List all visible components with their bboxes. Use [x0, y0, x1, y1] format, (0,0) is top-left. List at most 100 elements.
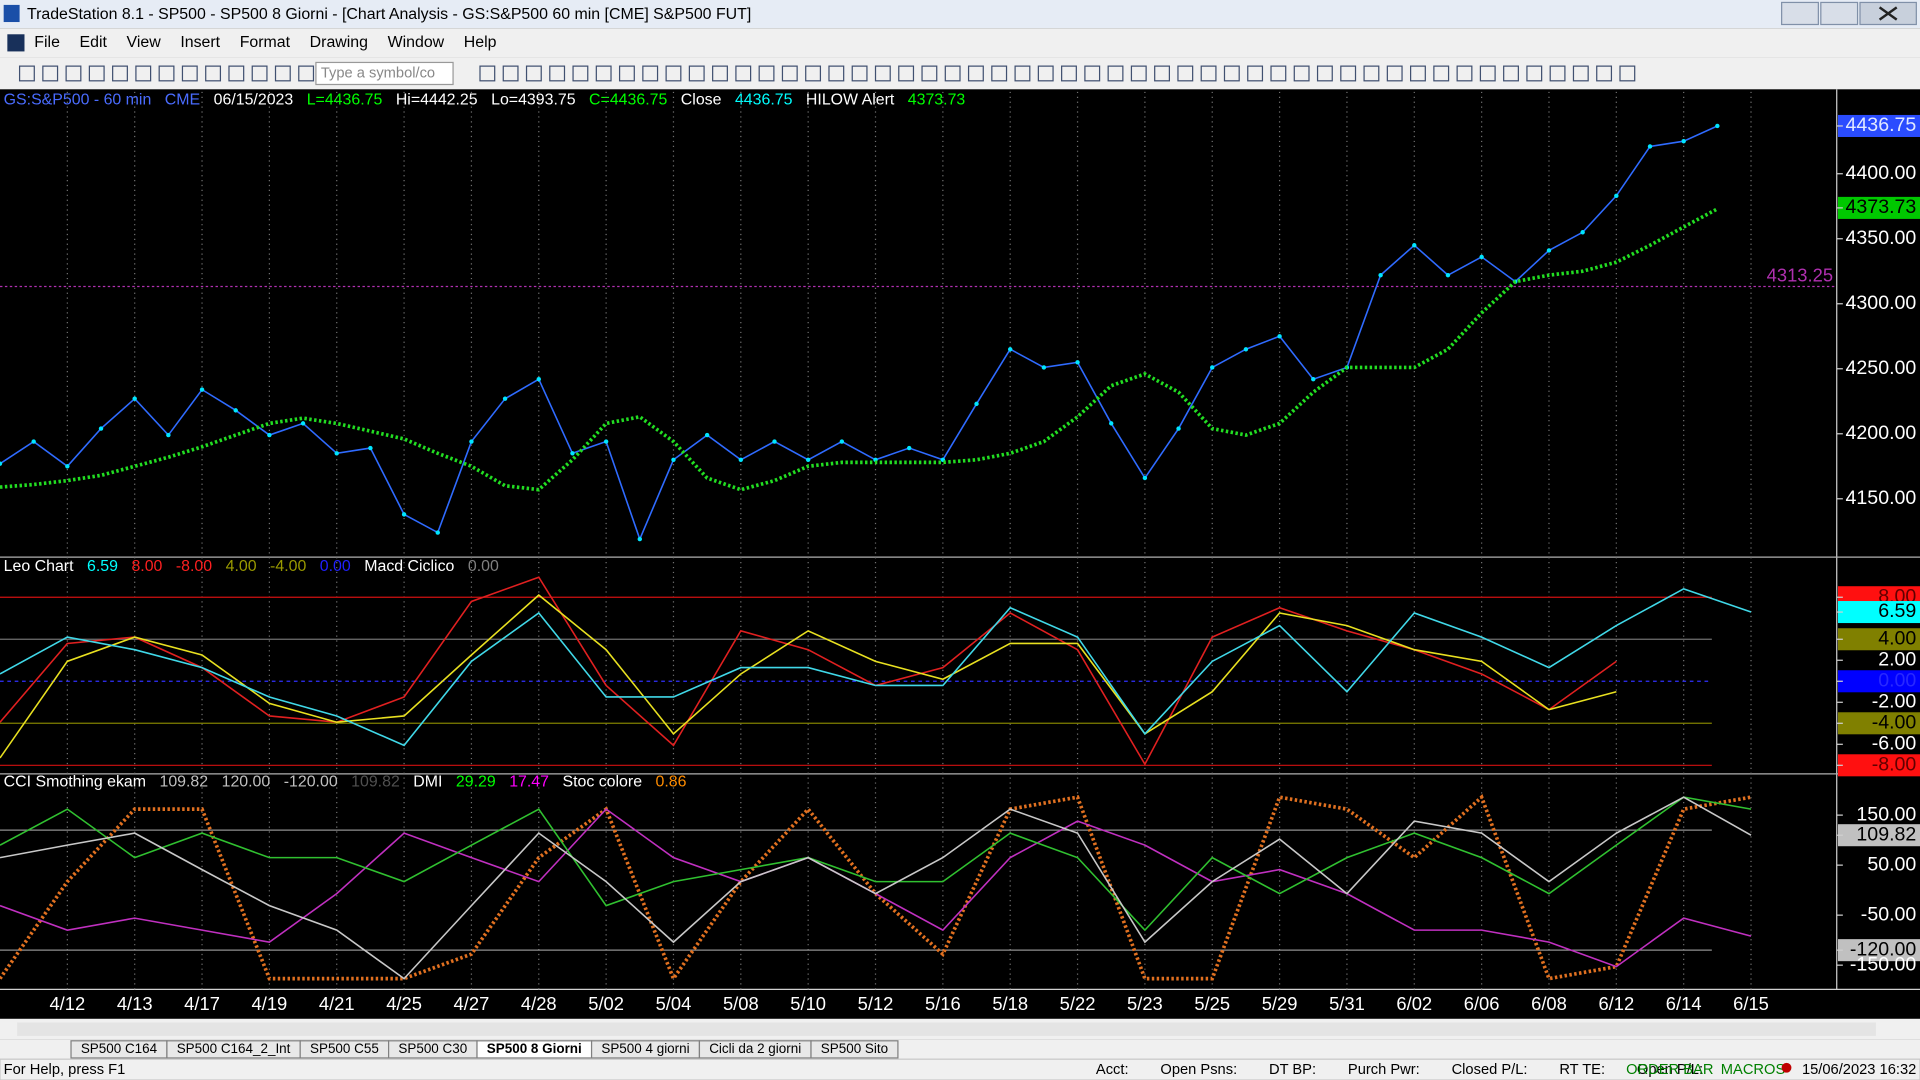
menu-item[interactable]: Format: [240, 34, 291, 51]
title-bar: [0, 0, 1920, 29]
toolbar-icon[interactable]: [618, 65, 635, 82]
toolbar-icon[interactable]: [1456, 65, 1473, 82]
toolbar-icon[interactable]: [479, 65, 496, 82]
maximize-button[interactable]: [1820, 1, 1859, 26]
x-tick-label: 5/23: [1127, 993, 1163, 1014]
toolbar-icon[interactable]: [158, 65, 175, 82]
symbol-input[interactable]: [315, 61, 454, 86]
toolbar-icon[interactable]: [1596, 65, 1613, 82]
toolbar-icon[interactable]: [1037, 65, 1054, 82]
toolbar-icon[interactable]: [1154, 65, 1170, 82]
toolbar-icon[interactable]: [688, 65, 705, 82]
series-point: [334, 451, 339, 456]
toolbar-icon[interactable]: [572, 65, 589, 82]
series-point: [637, 536, 642, 542]
toolbar-icon[interactable]: [1223, 65, 1240, 82]
toolbar-icon[interactable]: [42, 65, 59, 82]
x-tick-label: 5/12: [858, 993, 894, 1014]
toolbar-icon[interactable]: [135, 65, 152, 82]
toolbar-icon[interactable]: [758, 65, 775, 82]
toolbar-icon[interactable]: [944, 65, 961, 82]
toolbar-icon[interactable]: [228, 65, 245, 82]
toolbar-icon[interactable]: [712, 65, 728, 82]
toolbar-icon[interactable]: [1619, 65, 1636, 82]
toolbar-icon[interactable]: [781, 65, 798, 82]
menu-item[interactable]: Insert: [180, 34, 220, 51]
toolbar-icon[interactable]: [1270, 65, 1287, 82]
toolbar-icon[interactable]: [181, 65, 198, 82]
toolbar-icon[interactable]: [1479, 65, 1496, 82]
toolbar-icon[interactable]: [18, 65, 35, 82]
series-point: [199, 387, 205, 392]
status-field: Closed P/L:: [1452, 1062, 1528, 1078]
toolbar-icon[interactable]: [1107, 65, 1124, 82]
toolbar-icon[interactable]: [1433, 65, 1450, 82]
toolbar-icon[interactable]: [88, 65, 105, 82]
toolbar-icon[interactable]: [525, 65, 542, 82]
menu-item[interactable]: Edit: [80, 34, 108, 51]
toolbar-icon[interactable]: [921, 65, 938, 82]
toolbar-icon[interactable]: [828, 65, 845, 82]
toolbar-icon[interactable]: [1503, 65, 1519, 82]
status-field: Open P/L:: [1637, 1062, 1703, 1078]
toolbar-icon[interactable]: [1293, 65, 1310, 82]
toolbar-icon[interactable]: [1130, 65, 1147, 82]
toolbar-icon[interactable]: [1084, 65, 1101, 82]
x-tick-label: 4/25: [386, 993, 422, 1014]
toolbar-icon[interactable]: [1386, 65, 1403, 82]
y-tick-label-box: [1837, 601, 1920, 624]
toolbar-icon[interactable]: [642, 65, 659, 82]
price-line-label: 4313.25: [1767, 265, 1833, 286]
menu-item[interactable]: Help: [464, 34, 497, 51]
toolbar-icon[interactable]: [967, 65, 984, 82]
menu-item[interactable]: File: [34, 34, 60, 51]
order-bar[interactable]: ORDER BAR: [1626, 1062, 1713, 1078]
toolbar-icon[interactable]: [251, 65, 268, 82]
toolbar-icon[interactable]: [1014, 65, 1031, 82]
toolbar-icon[interactable]: [298, 65, 315, 82]
toolbar-icon[interactable]: [805, 65, 822, 82]
toolbar-icon[interactable]: [595, 65, 612, 82]
toolbar-icon[interactable]: [874, 65, 891, 82]
toolbar-icon[interactable]: [1247, 65, 1264, 82]
sheet-tab[interactable]: [810, 1040, 899, 1059]
toolbar-icon[interactable]: [1363, 65, 1380, 82]
toolbar-icon[interactable]: [502, 65, 519, 82]
y-tick-label: -120.00: [1850, 938, 1917, 960]
menu-item[interactable]: Window: [388, 34, 445, 51]
menu-item[interactable]: Drawing: [310, 34, 368, 51]
macros[interactable]: MACROS: [1721, 1062, 1786, 1078]
series-point: [1243, 347, 1249, 352]
toolbar-icon[interactable]: [1549, 65, 1566, 82]
toolbar-icon[interactable]: [549, 65, 566, 82]
y-tick-label: -6.00: [1872, 732, 1917, 754]
toolbar-icon[interactable]: [1061, 65, 1077, 82]
toolbar-icon[interactable]: [205, 65, 222, 82]
toolbar-icon[interactable]: [1572, 65, 1589, 82]
x-tick-label: 4/13: [117, 993, 153, 1014]
minimize-button[interactable]: [1781, 1, 1819, 26]
clock: 15/06/2023 16:32: [1802, 1062, 1916, 1078]
toolbar-icon[interactable]: [665, 65, 682, 82]
toolbar-icon[interactable]: [1410, 65, 1426, 82]
pane-legend: Close: [681, 92, 722, 109]
toolbar-icon[interactable]: [112, 65, 128, 82]
series-point: [1075, 360, 1080, 365]
series-point: [603, 439, 609, 444]
toolbar-icon[interactable]: [851, 65, 868, 82]
toolbar-icon[interactable]: [991, 65, 1008, 82]
toolbar-icon[interactable]: [1340, 65, 1357, 82]
toolbar-icon[interactable]: [65, 65, 82, 82]
toolbar-icon[interactable]: [1526, 65, 1543, 82]
toolbar-icon[interactable]: [1177, 65, 1194, 82]
series-point: [805, 457, 811, 462]
toolbar-icon[interactable]: [735, 65, 752, 82]
menu-item[interactable]: View: [127, 34, 162, 51]
x-tick-label: 5/02: [588, 993, 624, 1014]
toolbar-icon[interactable]: [1200, 65, 1217, 82]
toolbar-icon[interactable]: [898, 65, 915, 82]
toolbar-icon[interactable]: [1316, 65, 1333, 82]
toolbar-icon[interactable]: [274, 65, 291, 82]
pane-legend: Hi=4442.25: [396, 92, 478, 109]
series-point: [1715, 123, 1720, 129]
